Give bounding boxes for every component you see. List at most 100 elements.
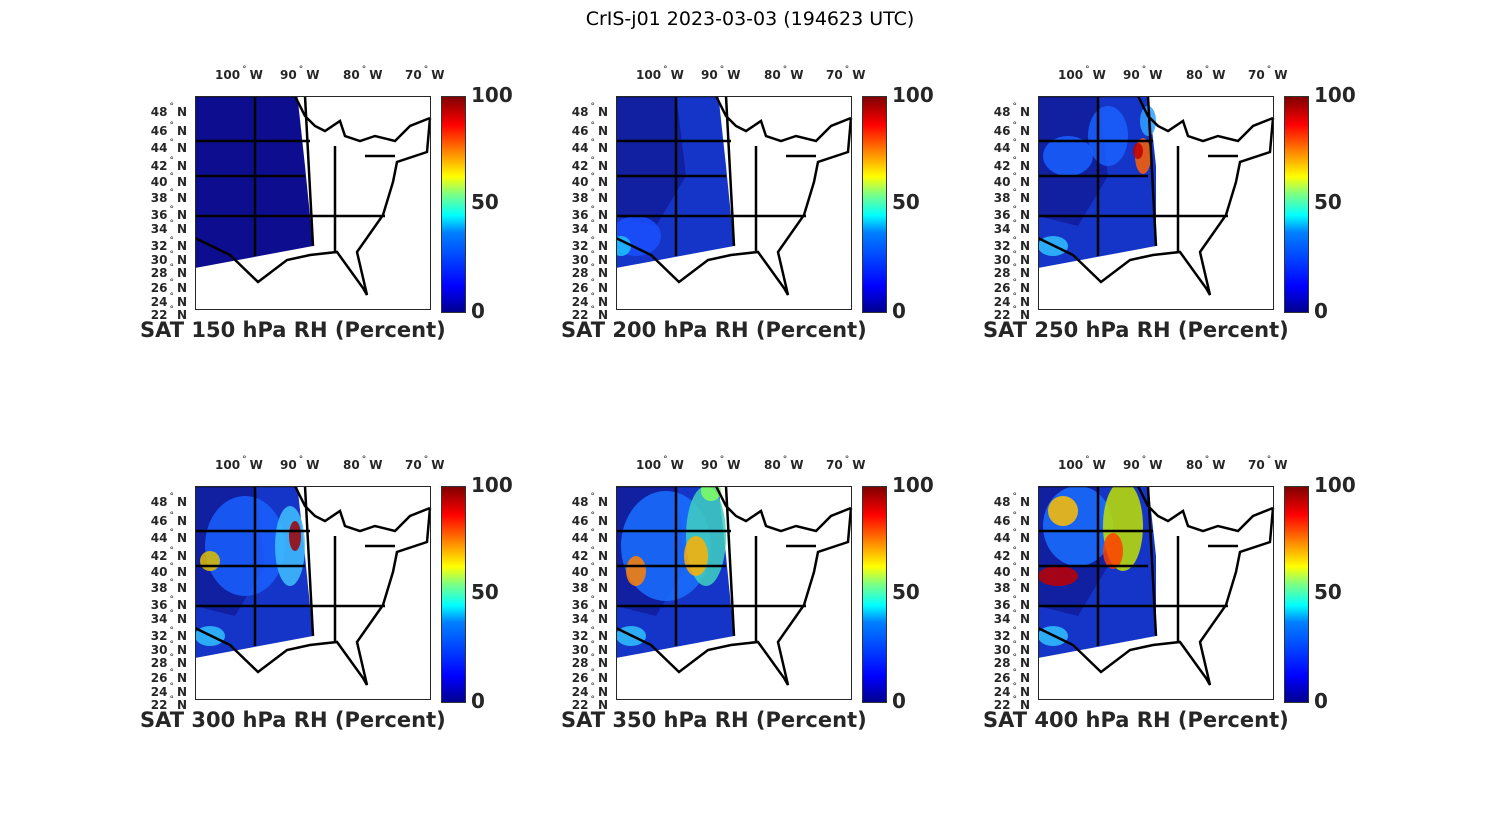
colorbar-tick-label: 0: [471, 299, 485, 323]
lat-tick-label: 44 ° N: [150, 528, 187, 545]
panel-title: SAT 150 hPa RH (Percent): [140, 318, 446, 342]
lat-tick-label: 42 ° N: [993, 546, 1030, 563]
lat-tick-label: 38 ° N: [571, 188, 608, 205]
lon-tick-label: 100 ° W: [1058, 455, 1106, 472]
lat-tick-label: 38 ° N: [993, 188, 1030, 205]
colorbar-tick-label: 50: [892, 190, 920, 214]
lat-tick-label: 46 ° N: [150, 511, 187, 528]
lon-tick-label: 90 ° W: [280, 65, 320, 82]
rh-field-patch: [200, 551, 220, 571]
colorbar: [862, 486, 887, 703]
rh-field-patch: [275, 506, 305, 586]
lat-tick-label: 42 ° N: [993, 156, 1030, 173]
lat-tick-label: 26 ° N: [150, 278, 187, 295]
lat-tick-label: 24 ° N: [571, 682, 608, 699]
colorbar: [441, 96, 466, 313]
lat-tick-label: 32 ° N: [150, 236, 187, 253]
state-borders: [195, 96, 432, 296]
rh-field-patch: [1043, 486, 1113, 566]
map-frame: [616, 486, 852, 700]
lat-tick-label: 34 ° N: [571, 219, 608, 236]
lat-tick-label: 26 ° N: [993, 278, 1030, 295]
lat-tick-label: 40 ° N: [993, 562, 1030, 579]
rh-field-patch: [701, 486, 721, 501]
map-frame: [195, 96, 431, 310]
rh-field-patch: [626, 556, 646, 586]
lon-tick-label: 90 ° W: [701, 65, 741, 82]
map-panel: 100 ° W 90 ° W 80 ° W 70 ° W 48 ° N 46 ° N 44 ° N 42 ° N 40 ° N 38 °…: [561, 55, 982, 355]
lon-tick-label: 80 ° W: [764, 65, 804, 82]
rh-field-patch: [1103, 533, 1123, 569]
lat-tick-label: 32 ° N: [993, 236, 1030, 253]
lat-tick-label: 44 ° N: [571, 528, 608, 545]
map-panel: 100 ° W 90 ° W 80 ° W 70 ° W 48 ° N 46 ° N 44 ° N 42 ° N 40 ° N 38 °…: [561, 445, 982, 745]
lon-tick-label: 70 ° W: [405, 455, 445, 472]
lat-tick-label: 24 ° N: [150, 292, 187, 309]
colorbar-tick-label: 100: [1314, 83, 1356, 107]
rh-field-patch: [1133, 143, 1143, 159]
lat-tick-label: 28 ° N: [571, 263, 608, 280]
lat-tick-label: 34 ° N: [571, 609, 608, 626]
lat-tick-label: 40 ° N: [150, 562, 187, 579]
colorbar-tick-label: 0: [892, 689, 906, 713]
state-borders: [1038, 486, 1275, 686]
figure-title: CrIS-j01 2023-03-03 (194623 UTC): [585, 8, 915, 30]
colorbar: [1284, 96, 1309, 313]
lat-tick-label: 22 ° N: [993, 695, 1030, 712]
lon-tick-label: 80 ° W: [1186, 65, 1226, 82]
rh-field-patch: [1088, 106, 1128, 166]
lat-tick-label: 32 ° N: [150, 626, 187, 643]
map-plot: [1038, 96, 1275, 310]
map-plot: [195, 486, 432, 700]
rh-field-patch: [684, 536, 708, 576]
rh-field-patch: [1140, 106, 1156, 136]
lat-tick-label: 22 ° N: [150, 305, 187, 322]
lat-tick-label: 32 ° N: [993, 626, 1030, 643]
lat-tick-label: 28 ° N: [993, 263, 1030, 280]
lat-tick-label: 48 ° N: [993, 102, 1030, 119]
colorbar-tick-label: 100: [471, 83, 513, 107]
panel-title: SAT 350 hPa RH (Percent): [561, 708, 867, 732]
lat-tick-label: 30 ° N: [993, 250, 1030, 267]
state-borders: [1038, 96, 1275, 296]
lat-tick-label: 30 ° N: [571, 250, 608, 267]
lat-tick-label: 42 ° N: [150, 156, 187, 173]
lat-tick-label: 30 ° N: [150, 250, 187, 267]
lat-tick-label: 36 ° N: [571, 205, 608, 222]
lat-tick-label: 46 ° N: [993, 121, 1030, 138]
swath-dry-region: [616, 96, 686, 226]
map-panel: 100 ° W 90 ° W 80 ° W 70 ° W 48 ° N 46 ° N 44 ° N 42 ° N 40 ° N 38 °…: [140, 445, 561, 745]
lon-tick-label: 100 ° W: [1058, 65, 1106, 82]
lat-tick-label: 40 ° N: [571, 562, 608, 579]
lat-tick-label: 46 ° N: [150, 121, 187, 138]
colorbar-tick-label: 100: [471, 473, 513, 497]
lat-tick-label: 42 ° N: [571, 546, 608, 563]
lat-tick-label: 42 ° N: [150, 546, 187, 563]
lon-tick-label: 90 ° W: [701, 455, 741, 472]
lat-tick-label: 26 ° N: [150, 668, 187, 685]
lon-tick-label: 70 ° W: [826, 65, 866, 82]
lat-tick-label: 36 ° N: [150, 595, 187, 612]
lat-tick-label: 46 ° N: [571, 121, 608, 138]
lon-tick-label: 70 ° W: [1248, 455, 1288, 472]
lon-tick-label: 80 ° W: [764, 455, 804, 472]
lat-tick-label: 26 ° N: [571, 278, 608, 295]
lat-tick-label: 44 ° N: [150, 138, 187, 155]
lon-tick-label: 100 ° W: [215, 455, 263, 472]
map-frame: [195, 486, 431, 700]
colorbar-tick-label: 100: [1314, 473, 1356, 497]
lat-tick-label: 28 ° N: [571, 653, 608, 670]
lon-tick-label: 70 ° W: [405, 65, 445, 82]
lat-tick-label: 22 ° N: [571, 305, 608, 322]
lat-tick-label: 36 ° N: [150, 205, 187, 222]
lat-tick-label: 22 ° N: [993, 305, 1030, 322]
map-panel: 100 ° W 90 ° W 80 ° W 70 ° W 48 ° N 46 ° N 44 ° N 42 ° N 40 ° N 38 °…: [140, 55, 561, 355]
lat-tick-label: 48 ° N: [571, 492, 608, 509]
lon-tick-label: 90 ° W: [280, 455, 320, 472]
lat-tick-label: 34 ° N: [150, 219, 187, 236]
lat-tick-label: 40 ° N: [571, 172, 608, 189]
lat-tick-label: 38 ° N: [571, 578, 608, 595]
lat-tick-label: 40 ° N: [150, 172, 187, 189]
lat-tick-label: 38 ° N: [150, 188, 187, 205]
